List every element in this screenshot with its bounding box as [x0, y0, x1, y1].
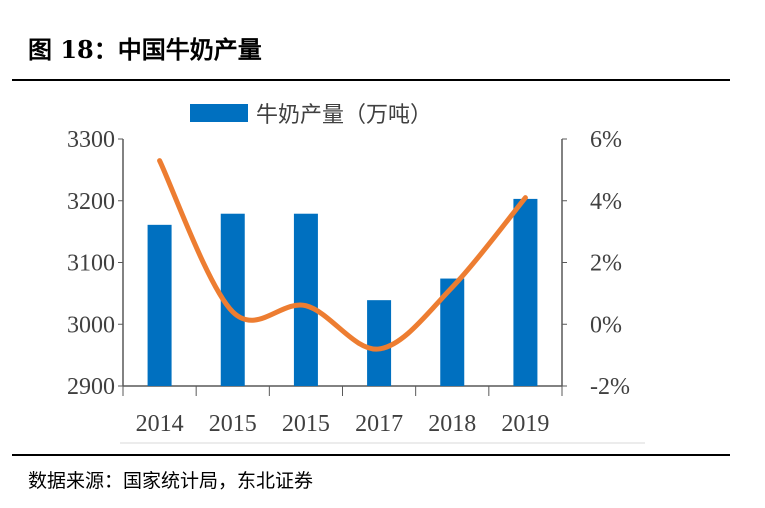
x-tick-label: 2014: [136, 411, 184, 437]
bar: [147, 224, 172, 386]
source-note: 数据来源：国家统计局，东北证券: [28, 470, 314, 492]
right-tick-label: 4%: [590, 189, 622, 215]
growth-line: [157, 158, 528, 352]
right-tick-label: 6%: [590, 127, 622, 153]
right-tick-label: -2%: [590, 374, 630, 400]
figure-title: 图 18：中国牛奶产量: [28, 35, 262, 64]
x-tick-label: 2017: [355, 411, 403, 437]
x-tick-label: 2019: [501, 411, 549, 437]
bottom-rule: [12, 454, 730, 456]
left-tick-label: 3300: [67, 127, 115, 153]
bar: [367, 300, 392, 386]
left-tick-label: 2900: [67, 374, 115, 400]
top-rule: [12, 79, 730, 81]
left-tick-label: 3100: [67, 251, 115, 277]
legend-label: 牛奶产量（万吨）: [256, 102, 432, 127]
right-tick-label: 0%: [590, 312, 622, 338]
left-tick-label: 3200: [67, 189, 115, 215]
bar: [513, 198, 538, 386]
left-tick-label: 3000: [67, 312, 115, 338]
bar: [293, 213, 318, 386]
right-tick-label: 2%: [590, 251, 622, 277]
legend-swatch: [190, 104, 248, 122]
x-tick-label: 2015: [282, 411, 330, 437]
x-tick-label: 2018: [428, 411, 476, 437]
x-tick-label: 2015: [209, 411, 257, 437]
